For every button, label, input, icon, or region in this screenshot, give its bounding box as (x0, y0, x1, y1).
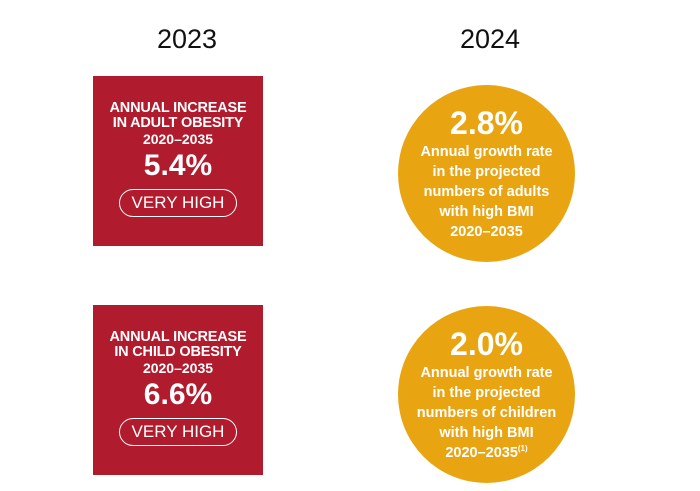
card-value: 5.4% (143, 149, 213, 182)
circle-description-line: numbers of adults (423, 184, 550, 200)
circle-description-line: numbers of children (416, 405, 557, 421)
child-obesity-card-2023: ANNUAL INCREASE IN CHILD OBESITY 2020–20… (93, 305, 263, 475)
circle-description-line: with high BMI (439, 425, 534, 441)
card-title-line: ANNUAL INCREASE (109, 329, 247, 345)
circle-description: Annual growth rate in the projected numb… (398, 142, 575, 242)
circle-description-line: Annual growth rate (420, 365, 553, 381)
year-heading-2023: 2023 (156, 24, 218, 54)
card-title-line: IN CHILD OBESITY (114, 344, 242, 360)
adult-bmi-circle-2024: 2.8% Annual growth rate in the projected… (398, 85, 575, 262)
circle-value: 2.8% (450, 105, 523, 141)
rating-badge: VERY HIGH (118, 418, 238, 446)
circle-description-line: in the projected (432, 164, 541, 180)
card-year-range: 2020–2035 (142, 360, 214, 376)
rating-badge: VERY HIGH (118, 189, 238, 217)
card-title-line: IN ADULT OBESITY (112, 115, 244, 131)
footnote-marker: (1) (517, 444, 528, 454)
circle-value: 2.0% (450, 326, 523, 362)
circle-year-range: 2020–2035 (445, 445, 518, 461)
year-heading-2024: 2024 (459, 24, 521, 54)
card-year-range: 2020–2035 (142, 131, 214, 147)
circle-description: Annual growth rate in the projected numb… (398, 363, 575, 463)
circle-description-line: with high BMI (439, 204, 534, 220)
card-value: 6.6% (143, 378, 213, 411)
card-title-line: ANNUAL INCREASE (109, 100, 247, 116)
circle-description-line: 2020–2035 (450, 224, 523, 240)
circle-description-line: 2020–2035(1) (398, 443, 575, 463)
circle-description-line: Annual growth rate (420, 144, 553, 160)
circle-description-line: in the projected (432, 385, 541, 401)
adult-obesity-card-2023: ANNUAL INCREASE IN ADULT OBESITY 2020–20… (93, 76, 263, 246)
child-bmi-circle-2024: 2.0% Annual growth rate in the projected… (398, 306, 575, 483)
